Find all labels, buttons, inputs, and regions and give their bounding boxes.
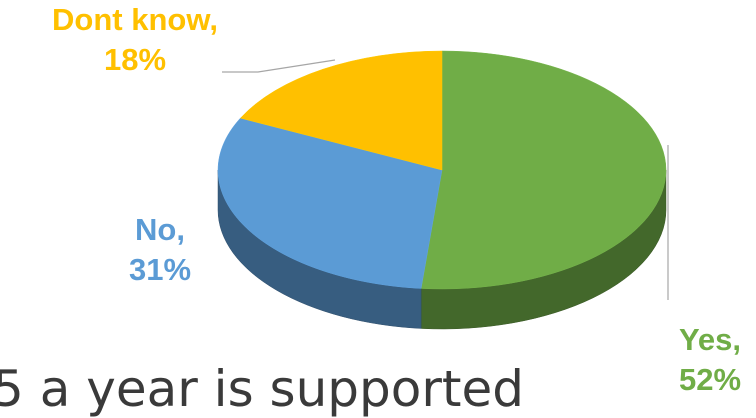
slice-label-dont-know: Dont know, 18% — [52, 2, 218, 77]
pie-slice-no — [217, 117, 443, 289]
leader-line-dont-know — [222, 59, 336, 73]
leader-lines — [222, 59, 669, 300]
pie-slice-yes — [420, 50, 667, 290]
caption-text: 5 a year is supported — [0, 360, 524, 418]
pie-slice-dont-know — [239, 50, 443, 171]
pie-tops — [217, 50, 667, 290]
slice-label-yes: Yes, 52% — [678, 322, 742, 397]
slice-label-no: No, 31% — [128, 212, 192, 287]
